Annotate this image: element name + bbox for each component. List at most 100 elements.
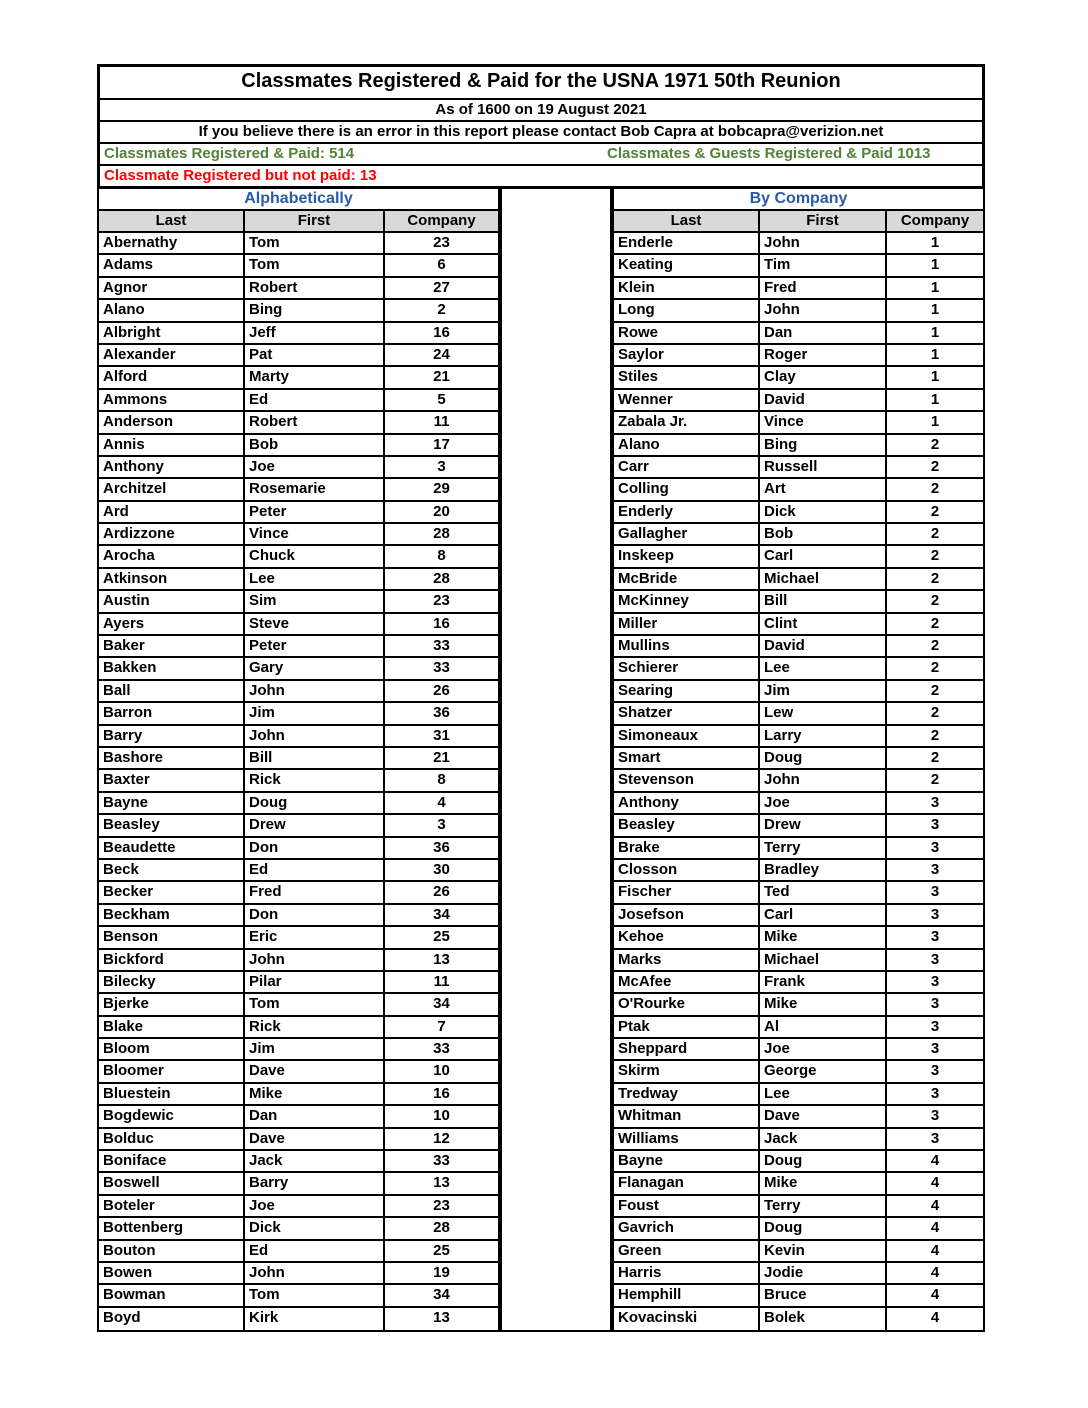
company-cell: 10: [385, 1106, 498, 1129]
first-name-cell: Bill: [245, 747, 385, 771]
last-name-cell: Atkinson: [99, 568, 245, 592]
first-name-cell: Pilar: [245, 971, 385, 995]
company-cell: 3: [887, 882, 983, 905]
last-name-cell: Architzel: [99, 479, 245, 502]
last-name-cell: O'Rourke: [614, 994, 760, 1017]
last-name-cell: Flanagan: [614, 1173, 760, 1196]
reunion-report: Classmates Registered & Paid for the USN…: [97, 64, 985, 1333]
first-name-cell: Lew: [760, 703, 887, 726]
report-header-block: Classmates Registered & Paid for the USN…: [97, 64, 985, 189]
company-cell: 12: [385, 1129, 498, 1152]
first-name-cell: Jodie: [760, 1262, 887, 1286]
company-cell: 4: [385, 793, 498, 816]
company-cell: 1: [887, 412, 983, 435]
last-name-cell: Keating: [614, 255, 760, 278]
company-cell: 25: [385, 1241, 498, 1263]
last-name-cell: Williams: [614, 1128, 760, 1152]
column-header-first: First: [760, 211, 887, 233]
last-name-cell: McAfee: [614, 971, 760, 995]
first-name-cell: Roger: [760, 344, 887, 368]
last-name-cell: Bilecky: [99, 971, 245, 995]
last-name-cell: Simoneaux: [614, 725, 760, 748]
first-name-cell: Dan: [245, 1106, 385, 1129]
first-name-cell: Tom: [245, 255, 385, 278]
company-cell: 20: [385, 502, 498, 525]
first-name-cell: Barry: [245, 1173, 385, 1196]
first-name-cell: Don: [245, 837, 385, 860]
table-by-company-title: By Company: [614, 189, 983, 211]
first-name-cell: Peter: [245, 636, 385, 659]
first-name-cell: Peter: [245, 501, 385, 525]
column-header-first: First: [245, 211, 385, 233]
company-cell: 27: [385, 278, 498, 301]
last-name-cell: Inskeep: [614, 546, 760, 569]
last-name-cell: Saylor: [614, 344, 760, 368]
company-cell: 4: [887, 1173, 983, 1196]
last-name-cell: Beckham: [99, 904, 245, 928]
first-name-cell: Rosemarie: [245, 479, 385, 502]
company-cell: 1: [887, 300, 983, 323]
company-cell: 33: [385, 636, 498, 659]
company-cell: 3: [887, 950, 983, 972]
first-name-cell: Ed: [245, 389, 385, 413]
first-name-cell: Bruce: [760, 1285, 887, 1308]
last-name-cell: Bloom: [99, 1039, 245, 1062]
last-name-cell: Ptak: [614, 1016, 760, 1040]
first-name-cell: Gary: [245, 658, 385, 681]
first-name-cell: Fred: [245, 882, 385, 905]
first-name-cell: Tim: [760, 255, 887, 278]
first-name-cell: Jeff: [245, 322, 385, 345]
last-name-cell: Ball: [99, 680, 245, 704]
company-cell: 1: [887, 367, 983, 390]
first-name-cell: Robert: [245, 412, 385, 435]
company-cell: 4: [887, 1263, 983, 1286]
company-cell: 33: [385, 658, 498, 681]
last-name-cell: Beck: [99, 859, 245, 883]
company-cell: 7: [385, 1017, 498, 1040]
first-name-cell: Mike: [245, 1083, 385, 1107]
first-name-cell: Jack: [760, 1128, 887, 1152]
company-cell: 23: [385, 591, 498, 614]
first-name-cell: John: [245, 1262, 385, 1286]
table-by-company-grid: Last First Company Enderle John 1 Keating Tim 1 K…: [614, 211, 983, 1331]
last-name-cell: Alano: [614, 434, 760, 457]
last-name-cell: Alexander: [99, 344, 245, 368]
last-name-cell: Colling: [614, 479, 760, 502]
company-cell: 4: [887, 1196, 983, 1219]
first-name-cell: Michael: [760, 949, 887, 972]
last-name-cell: Adams: [99, 255, 245, 278]
last-name-cell: Bloomer: [99, 1061, 245, 1084]
first-name-cell: Bradley: [760, 859, 887, 883]
company-cell: 19: [385, 1263, 498, 1286]
column-header-company: Company: [887, 211, 983, 233]
last-name-cell: Green: [614, 1240, 760, 1263]
company-cell: 2: [887, 726, 983, 748]
last-name-cell: Klein: [614, 277, 760, 301]
first-name-cell: Bing: [245, 300, 385, 323]
last-name-cell: Marks: [614, 949, 760, 972]
company-cell: 3: [887, 994, 983, 1017]
company-cell: 4: [930, 1308, 940, 1326]
table-alphabetical-grid: Last First Company Abernathy Tom 23 Adams Tom 6 A…: [99, 211, 498, 1331]
last-name-cell: Boyd: [99, 1307, 245, 1331]
company-cell: 4: [887, 1241, 983, 1263]
last-name-cell: Josefson: [614, 904, 760, 928]
last-name-cell: Kehoe: [614, 927, 760, 950]
company-cell: 3: [385, 815, 498, 838]
company-cell: 3: [887, 1084, 983, 1107]
company-cell: 16: [385, 614, 498, 637]
company-cell: 10: [385, 1061, 498, 1084]
last-name-cell: Bowman: [99, 1285, 245, 1308]
last-name-cell: Baker: [99, 636, 245, 659]
first-name-cell: Lee: [245, 568, 385, 592]
last-name-cell: Enderle: [614, 233, 760, 256]
last-name-cell: Beasley: [614, 815, 760, 838]
first-name-cell: Joe: [760, 792, 887, 816]
company-cell: 4: [887, 1151, 983, 1174]
company-cell: 4: [887, 1285, 983, 1308]
company-cell: 4: [887, 1218, 983, 1241]
first-name-cell: George: [760, 1061, 887, 1084]
first-name-cell: Ed: [245, 1240, 385, 1263]
first-name-cell: Doug: [760, 1218, 887, 1241]
first-name-cell: Vince: [245, 524, 385, 547]
